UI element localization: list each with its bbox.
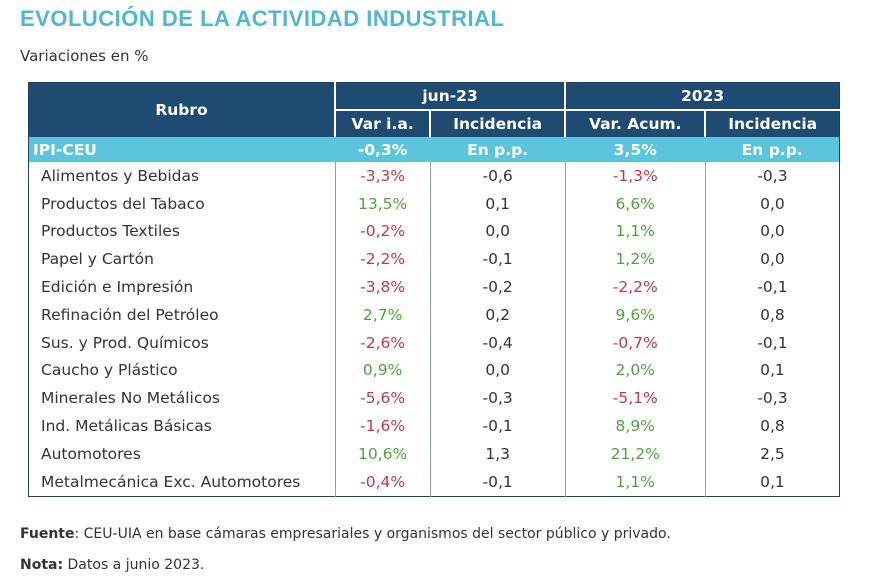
- row-v4: -0,3: [757, 166, 788, 185]
- header-incidencia-2: Incidencia: [705, 110, 840, 137]
- row-name: Automotores: [28, 439, 336, 468]
- row-v3: 1,2%: [565, 245, 706, 274]
- row-v1: -0,4%: [335, 467, 431, 497]
- row-v1: 10,6%: [335, 439, 431, 468]
- table-row-ipi: IPI-CEU -0,3% En p.p. 3,5% En p.p.: [28, 137, 840, 162]
- page-title: EVOLUCIÓN DE LA ACTIVIDAD INDUSTRIAL: [20, 6, 505, 31]
- row-v2: -0,1: [430, 245, 566, 274]
- industrial-activity-table: Rubro jun-23 2023 Var i.a. Incidencia Va…: [28, 82, 840, 497]
- table-row: Papel y Cartón -2,2% -0,1 1,2% 0,0: [28, 245, 840, 274]
- row-v4: -0,1: [757, 333, 788, 352]
- row-v2: 0,0: [430, 217, 566, 246]
- row-v3: 21,2%: [565, 439, 706, 468]
- table-row: Sus. y Prod. Químicos -2,6% -0,4 -0,7% -0,1: [28, 328, 840, 357]
- row-v4: 0,1: [760, 361, 785, 380]
- header-var-acum: Var. Acum.: [565, 110, 707, 137]
- table-row: Caucho y Plástico 0,9% 0,0 2,0% 0,1: [28, 356, 840, 385]
- row-v4: -0,1: [757, 278, 788, 297]
- page-subtitle: Variaciones en %: [20, 47, 149, 65]
- row-v1: -0,2%: [335, 217, 431, 246]
- row-name: Minerales No Metálicos: [28, 384, 336, 413]
- row-name: Metalmecánica Exc. Automotores: [28, 467, 336, 497]
- row-v4: -0,3: [757, 389, 788, 408]
- row-v2: 0,0: [430, 356, 566, 385]
- row-v4: 0,0: [760, 194, 785, 213]
- row-v2: -0,1: [430, 412, 566, 440]
- row-v2: -0,3: [430, 384, 566, 413]
- row-v1: -1,6%: [335, 412, 431, 440]
- row-v3: 9,6%: [565, 300, 706, 329]
- header-rubro: Rubro: [28, 82, 336, 137]
- row-name: Productos Textiles: [28, 217, 336, 246]
- table-row: Edición e Impresión -3,8% -0,2 -2,2% -0,1: [28, 273, 840, 301]
- row-v2: -0,2: [430, 273, 566, 301]
- row-v3: 1,1%: [565, 217, 706, 246]
- table-row: Productos Textiles -0,2% 0,0 1,1% 0,0: [28, 217, 840, 246]
- footnote-fuente: Fuente: CEU-UIA en base cámaras empresar…: [20, 526, 671, 542]
- row-v2: -0,6: [430, 162, 566, 190]
- table-row: Refinación del Petróleo 2,7% 0,2 9,6% 0,8: [28, 300, 840, 329]
- row-v2: -0,1: [430, 467, 566, 497]
- table-row: Productos del Tabaco 13,5% 0,1 6,6% 0,0: [28, 189, 840, 218]
- table-row: Metalmecánica Exc. Automotores -0,4% -0,1 1…: [28, 467, 840, 497]
- row-v3: 6,6%: [565, 189, 706, 218]
- row-v3: 1,1%: [565, 467, 706, 497]
- row-v2: 0,2: [430, 300, 566, 329]
- table-row: Minerales No Metálicos -5,6% -0,3 -5,1% -0,3: [28, 384, 840, 413]
- row-name: Ind. Metálicas Básicas: [28, 412, 336, 440]
- table-row: Ind. Metálicas Básicas -1,6% -0,1 8,9% 0,8: [28, 412, 840, 440]
- row-name: Sus. y Prod. Químicos: [28, 328, 336, 357]
- footnote-nota: Nota: Datos a junio 2023.: [20, 557, 205, 573]
- row-v1: -3,8%: [335, 273, 431, 301]
- header-var-ia: Var i.a.: [335, 110, 432, 137]
- row-v3: 2,0%: [565, 356, 706, 385]
- row-v2: -0,4: [430, 328, 566, 357]
- row-v1: -3,3%: [335, 162, 431, 190]
- row-v3: 8,9%: [565, 412, 706, 440]
- row-v4: 2,5: [760, 444, 785, 463]
- row-v2: 1,3: [430, 439, 566, 468]
- row-v1: -5,6%: [335, 384, 431, 413]
- row-v4: 0,8: [760, 417, 785, 436]
- row-v1: -2,2%: [335, 245, 431, 274]
- row-v3: -5,1%: [565, 384, 706, 413]
- table-row: Automotores 10,6% 1,3 21,2% 2,5: [28, 439, 840, 468]
- row-v1: 2,7%: [335, 300, 431, 329]
- row-v1: 13,5%: [335, 189, 431, 218]
- row-v1: -0,3%: [335, 137, 431, 162]
- row-name: Refinación del Petróleo: [28, 300, 336, 329]
- row-v2: 0,1: [430, 189, 566, 218]
- header-incidencia-1: Incidencia: [430, 110, 567, 137]
- row-name: Caucho y Plástico: [28, 356, 336, 385]
- row-v3: -0,7%: [565, 328, 706, 357]
- row-v4: 0,0: [760, 222, 785, 241]
- row-name: Productos del Tabaco: [28, 189, 336, 218]
- header-group-jun23: jun-23: [335, 82, 567, 111]
- row-v4: 0,8: [760, 305, 785, 324]
- row-v2: En p.p.: [430, 137, 566, 162]
- row-v4: En p.p.: [705, 137, 840, 162]
- table-row: Alimentos y Bebidas -3,3% -0,6 -1,3% -0,3: [28, 162, 840, 190]
- row-v3: 3,5%: [565, 137, 706, 162]
- row-v3: -2,2%: [565, 273, 706, 301]
- header-group-2023: 2023: [565, 82, 840, 111]
- row-v4: 0,1: [760, 472, 785, 491]
- row-v1: 0,9%: [335, 356, 431, 385]
- row-name: Edición e Impresión: [28, 273, 336, 301]
- row-v4: 0,0: [760, 250, 785, 269]
- row-v1: -2,6%: [335, 328, 431, 357]
- row-name: IPI-CEU: [28, 137, 335, 162]
- row-name: Alimentos y Bebidas: [28, 162, 336, 190]
- row-name: Papel y Cartón: [28, 245, 336, 274]
- row-v3: -1,3%: [565, 162, 706, 190]
